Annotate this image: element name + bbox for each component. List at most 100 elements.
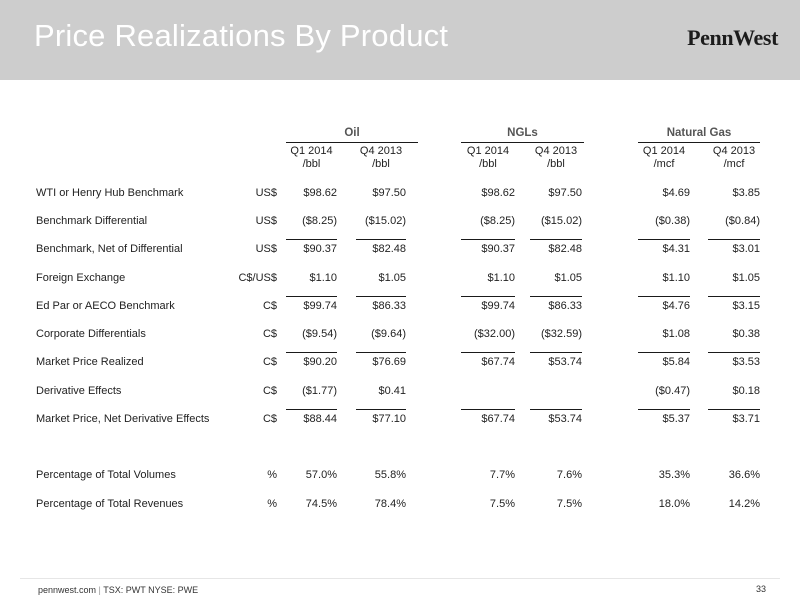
row-label: Market Price, Net Derivative Effects [36,413,210,425]
table-cell: ($15.02) [541,215,582,227]
group-underline [286,142,418,143]
table-cell: $67.74 [481,356,515,368]
subtotal-rule [461,409,515,410]
subtotal-rule [638,296,690,297]
table-cell: $5.84 [662,356,690,368]
footer-separator: | [98,585,101,595]
subtotal-rule [530,352,582,353]
row-label: Benchmark Differential [36,215,148,227]
table-cell: $99.74 [481,300,515,312]
table-cell: ($1.77) [302,385,337,397]
table-cell: 35.3% [658,469,690,481]
row-label: Ed Par or AECO Benchmark [36,300,175,312]
unit-header: /bbl [547,158,565,170]
subtotal-rule [461,352,515,353]
row-label: Percentage of Total Revenues [36,498,184,510]
table-cell: $1.05 [732,272,760,284]
table-cell: $98.62 [303,187,337,199]
subtotal-rule [638,352,690,353]
table-cell: $0.38 [732,328,760,340]
row-label: Foreign Exchange [36,272,126,284]
table-cell: $0.18 [732,385,760,397]
row-currency: US$ [255,243,277,255]
unit-header: /bbl [372,158,390,170]
subtotal-rule [461,239,515,240]
table-cell: 7.7% [489,469,515,481]
page-number: 33 [755,584,766,594]
table-cell: 36.6% [728,469,760,481]
row-currency: % [267,498,277,510]
table-cell: $3.01 [732,243,760,255]
table-cell: 14.2% [728,498,760,510]
table-cell: ($0.47) [655,385,690,397]
table-cell: $3.85 [732,187,760,199]
subtotal-rule [638,409,690,410]
table-cell: ($8.25) [480,215,515,227]
table-cell: ($0.84) [725,215,760,227]
table-cell: 74.5% [305,498,337,510]
table-cell: 57.0% [305,469,337,481]
table-cell: $97.50 [372,187,406,199]
period-header: Q1 2014 [642,145,686,157]
row-currency: US$ [255,187,277,199]
table-cell: $4.31 [662,243,690,255]
period-header: Q4 2013 [534,145,578,157]
row-currency: C$/US$ [238,272,277,284]
footer-tickers: TSX: PWT NYSE: PWE [103,585,199,595]
table-cell: ($0.38) [655,215,690,227]
subtotal-rule [461,296,515,297]
table-cell: $99.74 [303,300,337,312]
table-cell: $76.69 [372,356,406,368]
row-currency: % [267,469,277,481]
subtotal-rule [530,296,582,297]
subtotal-rule [356,409,406,410]
row-label: Corporate Differentials [36,328,146,340]
table-cell: $97.50 [548,187,582,199]
page-title: Price Realizations By Product [34,18,449,53]
table-cell: $86.33 [548,300,582,312]
group-header-oil: Oil [344,127,360,139]
table-cell: $90.20 [303,356,337,368]
footer: pennwest.com | TSX: PWT NYSE: PWE [38,585,198,595]
table-cell: ($8.25) [302,215,337,227]
row-label: Percentage of Total Volumes [36,469,176,481]
table-cell: 18.0% [658,498,690,510]
table-cell: $90.37 [303,243,337,255]
table-cell: $3.53 [732,356,760,368]
table-cell: $3.15 [732,300,760,312]
table-cell: $4.69 [662,187,690,199]
table-cell: 7.5% [556,498,582,510]
table-cell: $67.74 [481,413,515,425]
period-header: Q1 2014 [290,145,333,157]
group-header-natural-gas: Natural Gas [666,127,732,139]
period-header: Q4 2013 [359,145,403,157]
subtotal-rule [530,239,582,240]
unit-header: /bbl [302,158,321,170]
unit-header: /bbl [479,158,497,170]
table-cell: $98.62 [481,187,515,199]
table-cell: $1.08 [662,328,690,340]
subtotal-rule [708,239,760,240]
table-cell: $88.44 [303,413,337,425]
row-currency: C$ [262,413,277,425]
table-cell: ($32.00) [474,328,515,340]
table-cell: $53.74 [548,413,582,425]
table-cell: $1.10 [487,272,515,284]
subtotal-rule [638,239,690,240]
subtotal-rule [530,409,582,410]
table-cell: $1.10 [662,272,690,284]
row-label: Derivative Effects [36,385,122,397]
subtotal-rule [708,352,760,353]
table-cell: $77.10 [372,413,406,425]
table-cell: $53.74 [548,356,582,368]
subtotal-rule [708,296,760,297]
row-currency: US$ [255,215,277,227]
table-cell: ($32.59) [541,328,582,340]
row-currency: C$ [262,300,277,312]
table-cell: ($9.54) [302,328,337,340]
row-currency: C$ [262,328,277,340]
unit-header: /mcf [723,158,745,170]
table-cell: $1.05 [378,272,406,284]
table-cell: $82.48 [372,243,406,255]
row-label: WTI or Henry Hub Benchmark [36,187,184,199]
